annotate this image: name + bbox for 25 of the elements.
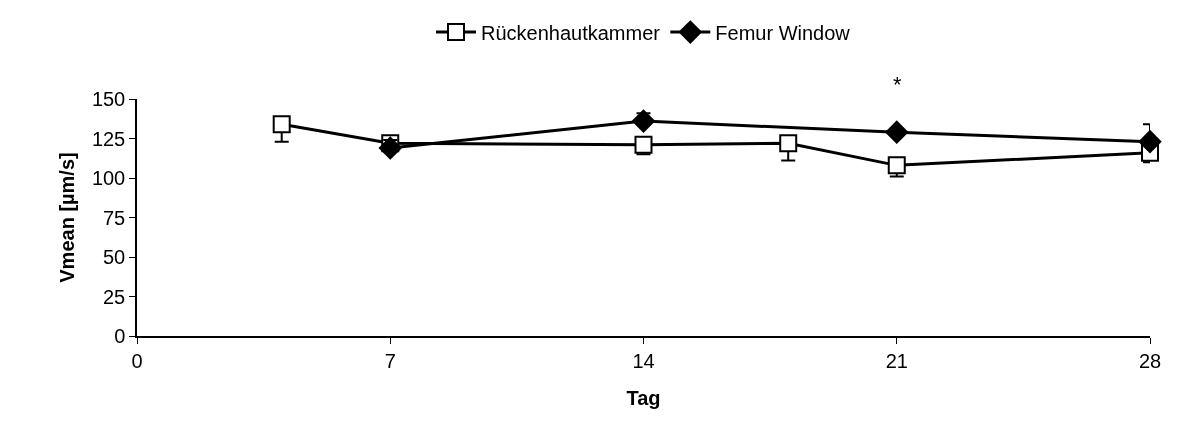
point [378, 136, 402, 160]
legend-label: Femur Window [715, 21, 851, 44]
x-tick-label: 21 [885, 349, 908, 372]
point [1138, 130, 1162, 154]
y-tick-label: 100 [91, 167, 126, 189]
x-tick-label: 14 [632, 349, 655, 372]
y-tick-label: 25 [103, 285, 126, 308]
x-tick-label: 0 [131, 349, 143, 372]
point [779, 134, 798, 153]
point [885, 120, 909, 144]
point [887, 156, 906, 175]
y-tick-label: 125 [91, 127, 126, 150]
y-tick-label: 150 [91, 88, 126, 110]
y-axis-title: Vmean [µm/s] [55, 152, 78, 283]
point [632, 109, 655, 133]
text: * [893, 72, 902, 97]
y-tick-label: 75 [103, 206, 126, 229]
x-axis-title: Tag [626, 386, 661, 409]
legend-label: Rückenhautkammer [481, 21, 661, 44]
y-tick-label: 50 [103, 246, 126, 268]
point [634, 135, 653, 154]
point [272, 115, 291, 134]
y-tick-label: 0 [114, 325, 126, 347]
x-tick-label: 28 [1138, 349, 1162, 372]
x-tick-label: 7 [384, 349, 396, 372]
